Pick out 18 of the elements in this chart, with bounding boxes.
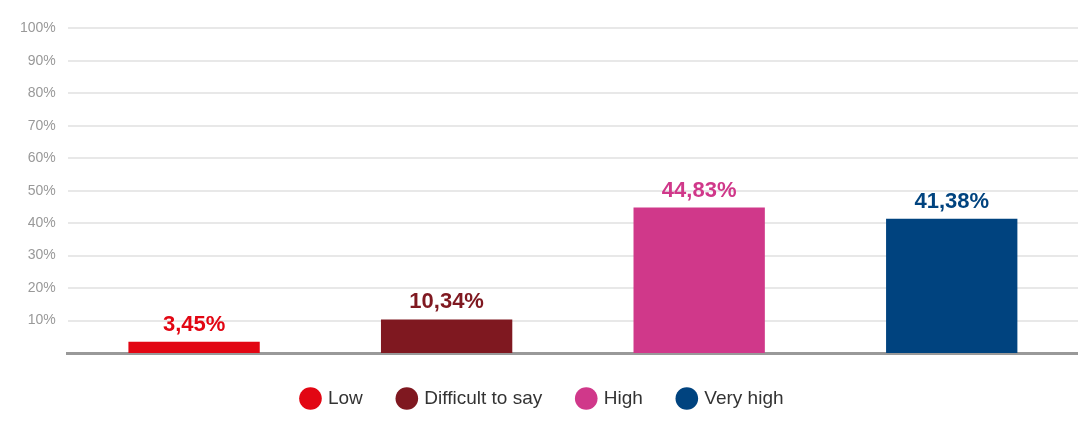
legend-label: Difficult to say	[424, 386, 543, 408]
data-label: 41,38%	[914, 187, 990, 213]
y-tick-label: 80%	[27, 84, 56, 101]
y-tick-label: 50%	[27, 181, 56, 198]
y-tick-label: 100%	[19, 19, 56, 36]
legend-label: Low	[327, 386, 364, 408]
data-label: 10,34%	[409, 288, 484, 314]
y-tick-label: 20%	[27, 278, 56, 295]
data-label: 3,45%	[162, 310, 226, 336]
y-tick-label: 30%	[27, 246, 56, 263]
y-tick-label: 90%	[27, 51, 56, 68]
y-tick-label: 60%	[27, 149, 56, 166]
y-tick-label: 70%	[27, 116, 56, 133]
y-tick-label: 10%	[27, 311, 56, 328]
data-label: 44,83%	[661, 176, 737, 202]
y-tick-label: 40%	[27, 214, 56, 231]
legend-label: High	[603, 386, 643, 408]
legend-label: Very high	[704, 386, 784, 408]
